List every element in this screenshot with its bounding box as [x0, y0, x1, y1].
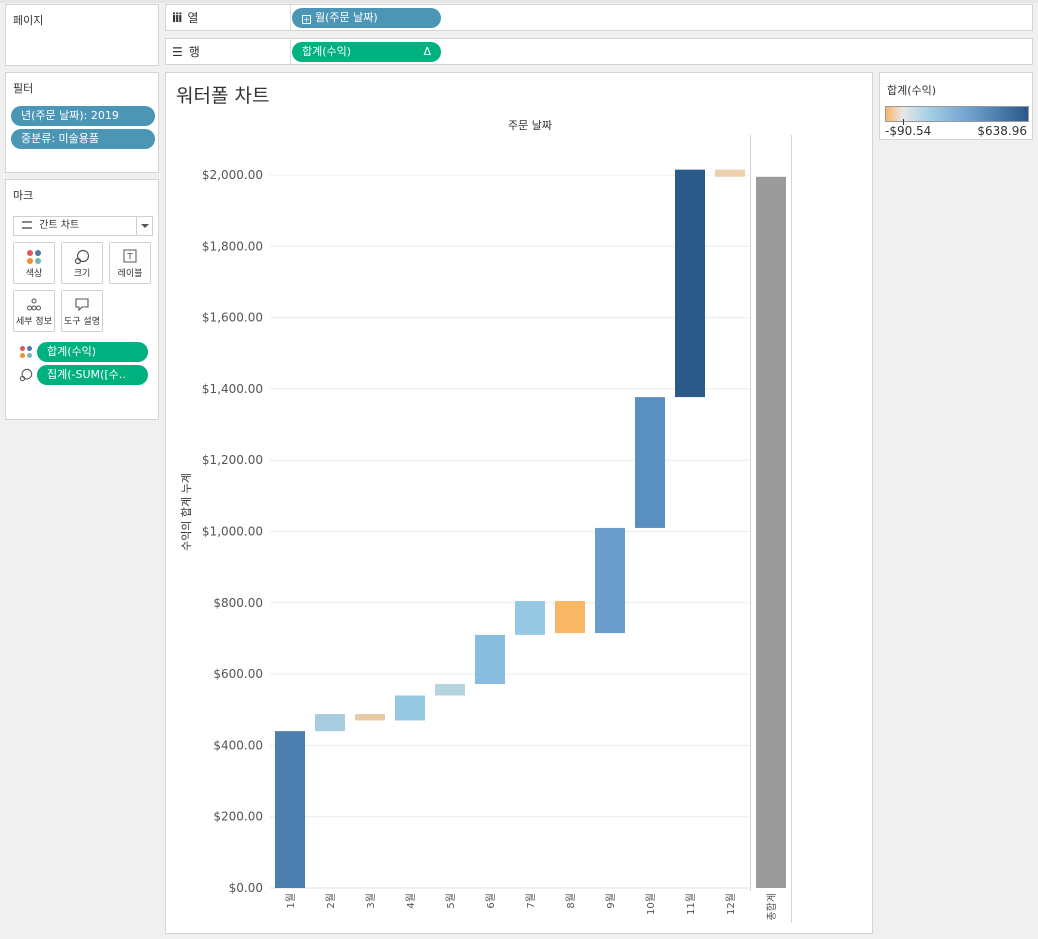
- y-tick-label: $600.00: [213, 667, 263, 681]
- filters-card: 필터 년(주문 날짜): 2019 중분류: 미술용품: [5, 72, 159, 173]
- delta-icon: Δ: [423, 45, 431, 58]
- tooltip-button[interactable]: 도구 설명: [61, 290, 103, 332]
- top-strip: [0, 0, 1038, 3]
- x-axis-title: 주문 날짜: [508, 119, 552, 132]
- size-label: 크기: [73, 269, 91, 279]
- filter-pill-subcategory[interactable]: 중분류: 미술용품: [11, 129, 155, 149]
- total-bar: [756, 176, 786, 889]
- size-button[interactable]: 크기: [61, 242, 103, 284]
- rows-icon: ☰: [172, 45, 183, 59]
- y-tick-label: $1,200.00: [202, 453, 263, 467]
- mark-type-select[interactable]: 간트 차트: [13, 216, 153, 236]
- rows-pill-profit[interactable]: 합계(수익) Δ: [292, 42, 441, 62]
- pages-card[interactable]: 페이지: [5, 4, 159, 66]
- waterfall-bar: [595, 527, 625, 634]
- waterfall-bar: [715, 169, 745, 177]
- waterfall-bar: [635, 397, 665, 528]
- columns-shelf-label: iii 열: [172, 5, 198, 31]
- chart-card: 워터폴 차트 주문 날짜 수익의 합계 누계 $0.00 $200.00 $400.…: [165, 72, 873, 934]
- x-tick-label: 8월: [565, 893, 577, 909]
- chart-title: 워터폴 차트: [176, 85, 270, 107]
- waterfall-bar: [435, 684, 465, 696]
- y-tick-label: $1,000.00: [202, 525, 263, 539]
- color-label: 색상: [25, 269, 43, 279]
- legend-zero-tick: [903, 119, 904, 125]
- label-label: 레이블: [117, 269, 143, 279]
- rows-shelf: ☰ 행 합계(수익) Δ: [165, 38, 1033, 65]
- x-tick-label: 12월: [725, 893, 737, 915]
- y-tick-label: $200.00: [213, 810, 263, 824]
- tooltip-label: 도구 설명: [64, 317, 100, 327]
- label-button[interactable]: T 레이블: [109, 242, 151, 284]
- x-tick-label: 6월: [485, 893, 497, 909]
- x-tick-label: 11월: [685, 893, 697, 915]
- waterfall-bar: [555, 601, 585, 634]
- y-tick-label: $1,800.00: [202, 239, 263, 253]
- columns-pill-month[interactable]: + 월(주문 날짜): [292, 8, 441, 28]
- color-legend: 합계(수익) -$90.54 $638.96: [879, 72, 1033, 140]
- pages-title: 페이지: [13, 14, 44, 27]
- columns-shelf: iii 열 + 월(주문 날짜): [165, 4, 1033, 31]
- x-tick-label: 1월: [285, 893, 297, 909]
- total-tick-label: 총합계: [766, 893, 778, 921]
- x-tick-label: 7월: [525, 893, 537, 909]
- y-tick-label: $0.00: [229, 881, 263, 895]
- waterfall-bar: [475, 634, 505, 685]
- mark-type-label: 간트 차트: [39, 220, 80, 231]
- y-tick-label: $2,000.00: [202, 168, 263, 182]
- expand-plus-icon: +: [302, 15, 311, 24]
- size-icon: [62, 249, 102, 269]
- y-tick-label: $400.00: [213, 738, 263, 752]
- x-tick-label: 10월: [645, 893, 657, 915]
- marks-title: 마크: [13, 189, 34, 202]
- mark-field-color-pill[interactable]: 합계(수익): [37, 342, 148, 362]
- shelf-separator: [290, 5, 291, 30]
- gantt-icon: [22, 221, 32, 229]
- waterfall-bar: [675, 169, 705, 398]
- waterfall-bar: [395, 695, 425, 721]
- marks-card: 마크 간트 차트 색상 크기 T 레이블 세부 정보 도구 설명: [5, 179, 159, 420]
- x-tick-label: 9월: [605, 893, 617, 909]
- filters-title: 필터: [13, 82, 34, 95]
- waterfall-bar: [515, 601, 545, 635]
- legend-title: 합계(수익): [887, 84, 937, 97]
- detail-label: 세부 정보: [16, 317, 52, 327]
- filter-pill-year[interactable]: 년(주문 날짜): 2019: [11, 106, 155, 126]
- x-tick-label: 5월: [445, 893, 457, 909]
- detail-button[interactable]: 세부 정보: [13, 290, 55, 332]
- legend-min-label: -$90.54: [885, 124, 932, 138]
- svg-text:T: T: [126, 253, 133, 263]
- waterfall-bar: [315, 714, 345, 732]
- x-tick-label: 2월: [325, 893, 337, 909]
- waterfall-chart: $0.00 $200.00 $400.00 $600.00 $800.00 $1,000.…: [202, 135, 792, 923]
- color-button[interactable]: 색상: [13, 242, 55, 284]
- shelf-separator: [290, 39, 291, 64]
- y-tick-label: $1,400.00: [202, 382, 263, 396]
- legend-max-label: $638.96: [977, 124, 1027, 138]
- speech-bubble-icon: [62, 297, 102, 317]
- size-field-icon: [19, 368, 33, 385]
- x-tick-label: 3월: [365, 893, 377, 909]
- x-tick-label: 4월: [405, 893, 417, 909]
- color-field-icon: [19, 345, 33, 362]
- mark-field-size-pill[interactable]: 집계(-SUM([수..: [37, 365, 148, 385]
- detail-dots-icon: [14, 297, 54, 317]
- waterfall-bar: [275, 731, 305, 888]
- legend-gradient[interactable]: [885, 106, 1029, 122]
- waterfall-bar: [355, 714, 385, 721]
- columns-icon: iii: [172, 11, 182, 25]
- y-tick-label: $1,600.00: [202, 311, 263, 325]
- chevron-down-icon[interactable]: [136, 217, 152, 235]
- rows-shelf-label: ☰ 행: [172, 39, 200, 65]
- text-t-icon: T: [110, 249, 150, 267]
- color-dots-icon: [14, 249, 54, 269]
- y-tick-label: $800.00: [213, 596, 263, 610]
